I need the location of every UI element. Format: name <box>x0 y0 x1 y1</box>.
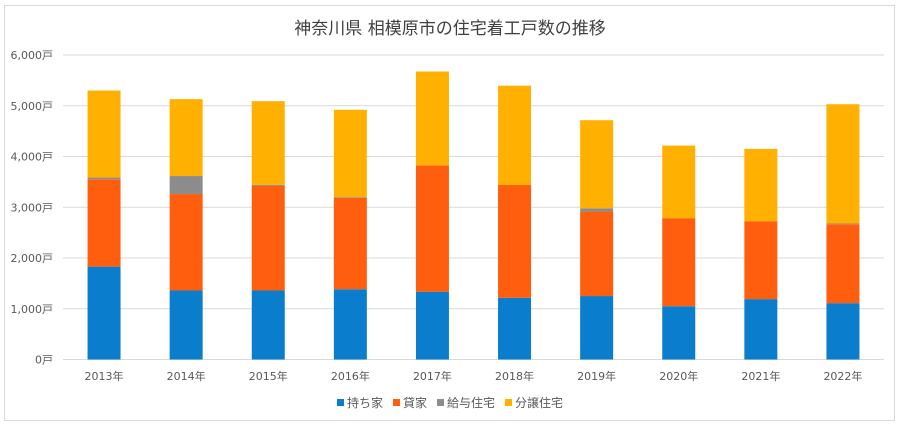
bar-2013年-給与住宅 <box>87 177 121 180</box>
x-tick-label: 2022年 <box>823 369 862 383</box>
bar-2014年-貸家 <box>169 194 203 291</box>
bar-2020年-分譲住宅 <box>662 145 696 219</box>
legend: 持ち家 貸家 給与住宅 分譲住宅 <box>0 394 900 411</box>
bar-2016年-貸家 <box>333 197 367 290</box>
bar-2022年-持ち家 <box>826 303 860 360</box>
legend-swatch <box>505 399 513 406</box>
legend-item: 分譲住宅 <box>505 394 563 411</box>
legend-item: 給与住宅 <box>437 394 495 411</box>
legend-swatch <box>336 399 344 406</box>
bar-2022年-給与住宅 <box>826 223 860 225</box>
bar-2016年-分譲住宅 <box>333 109 367 198</box>
bar-2017年-持ち家 <box>415 291 449 360</box>
x-tick-label: 2013年 <box>85 369 124 383</box>
y-tick-label: 5,000戸 <box>11 100 54 113</box>
bar-2014年-分譲住宅 <box>169 99 203 177</box>
legend-item: 貸家 <box>392 394 427 411</box>
bar-2015年-持ち家 <box>251 290 285 360</box>
y-tick-label: 4,000戸 <box>11 151 54 164</box>
y-tick-label: 3,000戸 <box>11 201 54 214</box>
y-tick-label: 6,000戸 <box>11 49 54 62</box>
bar-2021年-貸家 <box>744 221 778 300</box>
bar-2021年-持ち家 <box>744 299 778 360</box>
bar-2022年-分譲住宅 <box>826 104 860 224</box>
bar-2019年-分譲住宅 <box>580 120 614 209</box>
x-tick-label: 2019年 <box>577 369 616 383</box>
bar-2014年-持ち家 <box>169 290 203 360</box>
x-tick-label: 2018年 <box>495 369 534 383</box>
y-tick-label: 1,000戸 <box>11 303 54 316</box>
bar-2013年-貸家 <box>87 179 121 267</box>
legend-label: 持ち家 <box>346 396 383 410</box>
bar-2022年-貸家 <box>826 224 860 304</box>
x-tick-label: 2017年 <box>413 369 452 383</box>
x-tick-label: 2016年 <box>331 369 370 383</box>
x-tick-label: 2020年 <box>659 369 698 383</box>
x-tick-label: 2015年 <box>249 369 288 383</box>
bar-2013年-分譲住宅 <box>87 90 121 178</box>
bar-2019年-給与住宅 <box>580 208 614 212</box>
bar-2015年-給与住宅 <box>251 184 285 186</box>
bar-2015年-貸家 <box>251 185 285 291</box>
bar-2015年-分譲住宅 <box>251 101 285 185</box>
y-tick-label: 0戸 <box>35 354 53 367</box>
y-tick-label: 2,000戸 <box>11 252 54 265</box>
bar-2013年-持ち家 <box>87 266 121 360</box>
legend-swatch <box>392 399 400 406</box>
bar-2018年-貸家 <box>498 184 532 298</box>
bar-2020年-貸家 <box>662 218 696 307</box>
legend-label: 分譲住宅 <box>515 396 564 410</box>
legend-swatch <box>437 399 444 406</box>
legend-label: 貸家 <box>402 396 427 410</box>
bar-2018年-持ち家 <box>498 297 532 360</box>
bar-2018年-分譲住宅 <box>498 85 532 185</box>
bar-2019年-持ち家 <box>580 296 614 360</box>
bar-2016年-持ち家 <box>333 289 367 360</box>
bar-2017年-分譲住宅 <box>415 71 449 166</box>
bar-2014年-給与住宅 <box>169 176 203 195</box>
chart-title: 神奈川県 相模原市の住宅着工戸数の推移 <box>294 19 606 39</box>
legend-item: 持ち家 <box>336 394 383 411</box>
x-tick-label: 2021年 <box>741 369 780 383</box>
x-tick-label: 2014年 <box>167 369 206 383</box>
bar-2019年-貸家 <box>580 211 614 297</box>
legend-label: 給与住宅 <box>447 396 496 410</box>
bar-2021年-分譲住宅 <box>744 148 778 222</box>
bar-2020年-持ち家 <box>662 306 696 360</box>
bar-2017年-貸家 <box>415 165 449 292</box>
bar-2016年-給与住宅 <box>333 197 367 198</box>
